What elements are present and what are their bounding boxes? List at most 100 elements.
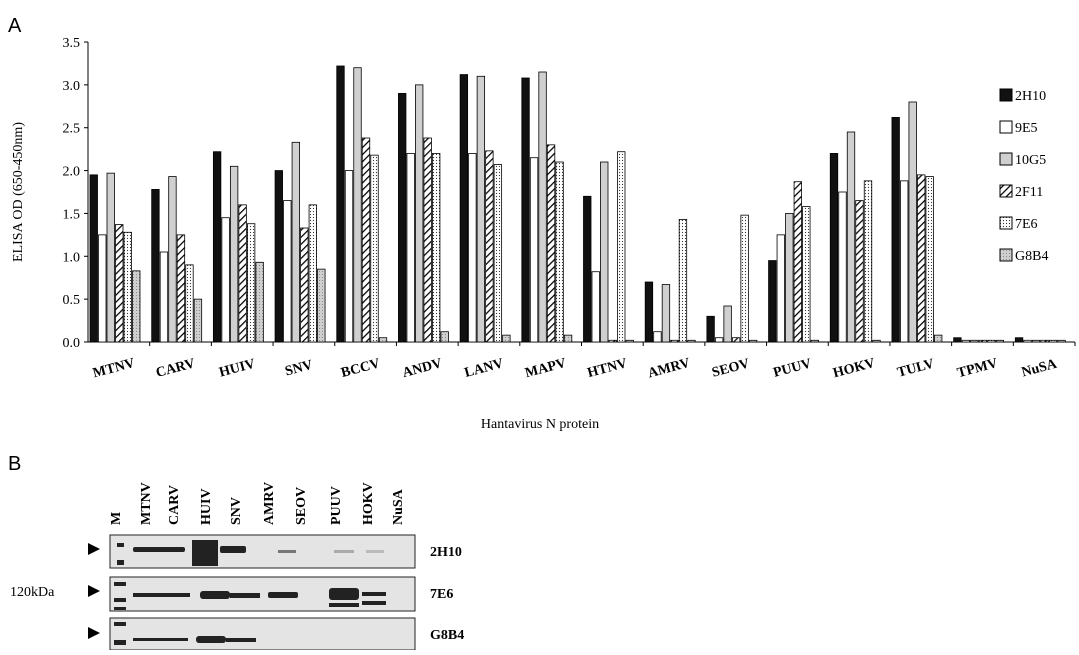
bar — [133, 271, 141, 342]
bar — [169, 177, 177, 342]
bar — [247, 224, 255, 342]
bar — [469, 153, 477, 342]
lane-label: AMRV — [262, 482, 277, 525]
bar — [292, 142, 300, 342]
bar — [1041, 340, 1049, 342]
legend-label: G8B4 — [1015, 249, 1048, 264]
bar — [971, 340, 979, 342]
bar — [864, 181, 872, 342]
bar — [892, 117, 900, 342]
arrows — [88, 543, 100, 639]
bar — [230, 166, 238, 342]
bar — [99, 235, 107, 342]
bar — [556, 162, 564, 342]
lane-label: MTNV — [139, 482, 154, 525]
bar — [609, 340, 617, 342]
bar — [494, 165, 502, 342]
bar — [432, 153, 440, 342]
x-tick-label: CARV — [154, 356, 196, 381]
bar — [460, 75, 468, 342]
legend-label: 2F11 — [1015, 185, 1043, 200]
bar — [618, 152, 626, 342]
legend-label: 9E5 — [1015, 121, 1038, 136]
lane-label: PUUV — [329, 486, 344, 525]
bar — [371, 155, 379, 342]
bar — [688, 340, 696, 342]
bar — [769, 261, 777, 342]
x-tick-label: HTNV — [586, 356, 629, 381]
lane-label: NuSA — [391, 488, 406, 525]
bar — [90, 175, 98, 342]
bar — [239, 205, 247, 342]
y-tick-label: 3.5 — [63, 36, 81, 51]
y-tick-label: 1.5 — [63, 207, 81, 222]
figure: A ELISA OD (650-450nm) Hantavirus N prot… — [0, 0, 1079, 650]
bar — [830, 153, 838, 342]
bar — [222, 218, 230, 342]
bar — [934, 335, 942, 342]
y-axis-title: ELISA OD (650-450nm) — [11, 122, 26, 262]
bar — [522, 78, 530, 342]
bar — [856, 201, 864, 342]
bar — [847, 132, 855, 342]
bar — [626, 340, 634, 342]
legend-swatch — [1000, 217, 1012, 229]
lane-label: HUIV — [199, 488, 214, 525]
antibody-label: G8B4 — [430, 628, 464, 643]
bar — [601, 162, 609, 342]
bar — [309, 205, 317, 342]
bar — [715, 338, 723, 342]
x-tick-label: BCCV — [340, 356, 382, 381]
bar — [530, 158, 538, 342]
bar — [177, 235, 185, 342]
legend-label: 2H10 — [1015, 89, 1046, 104]
bar — [873, 340, 881, 342]
bar — [679, 219, 687, 342]
bar — [301, 228, 309, 342]
bar — [213, 152, 221, 342]
y-tick-label: 0.0 — [63, 336, 81, 351]
x-tick-label: ANDV — [401, 356, 444, 381]
x-tick-label: HOKV — [832, 356, 877, 382]
bar — [741, 215, 749, 342]
y-tick-label: 2.0 — [63, 165, 81, 180]
bar — [415, 85, 423, 342]
bar — [441, 332, 449, 342]
marker-label: 120kDa — [10, 585, 55, 600]
bar — [954, 338, 962, 342]
antibody-label: 2H10 — [430, 545, 462, 560]
lane-label: CARV — [167, 485, 182, 525]
bar — [354, 68, 362, 342]
x-tick-label: HUIV — [218, 357, 257, 381]
bar — [194, 299, 202, 342]
bar — [839, 192, 847, 342]
legend-swatch — [1000, 121, 1012, 133]
bar — [909, 102, 917, 342]
x-axis-title: Hantavirus N protein — [481, 417, 599, 432]
bar — [1024, 340, 1032, 342]
bar — [811, 340, 819, 342]
lane-label: SNV — [229, 497, 244, 525]
bar — [424, 138, 432, 342]
bar — [486, 151, 494, 342]
x-tick-label: SEOV — [710, 356, 751, 380]
bar — [379, 338, 387, 342]
bar — [707, 316, 715, 342]
panel-label: B — [8, 453, 21, 475]
bar — [256, 262, 264, 342]
blot-strip — [110, 618, 415, 650]
legend-swatch — [1000, 185, 1012, 197]
bar — [107, 173, 115, 342]
bar — [318, 269, 326, 342]
bar — [160, 252, 168, 342]
bar — [979, 340, 987, 342]
bar — [1049, 340, 1057, 342]
x-tick-label: MAPV — [524, 356, 568, 381]
bar — [1032, 340, 1040, 342]
bar — [662, 285, 670, 342]
bar — [547, 145, 555, 342]
bar — [732, 338, 740, 342]
x-tick-label: PUUV — [772, 356, 813, 381]
bar — [284, 201, 292, 342]
legend-label: 7E6 — [1015, 217, 1038, 232]
